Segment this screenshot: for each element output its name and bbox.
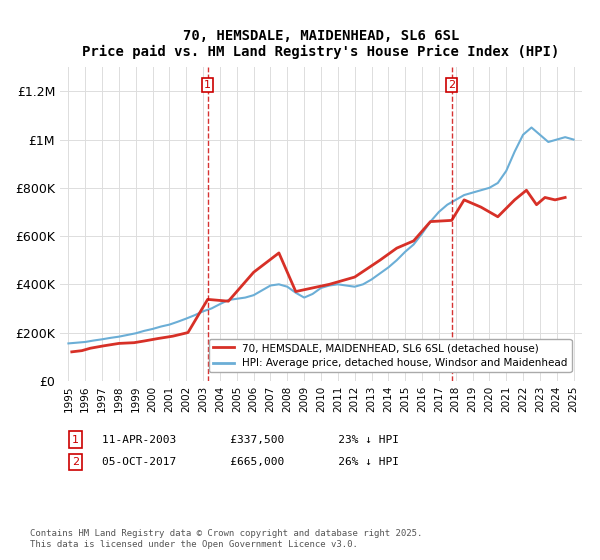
Title: 70, HEMSDALE, MAIDENHEAD, SL6 6SL
Price paid vs. HM Land Registry's House Price : 70, HEMSDALE, MAIDENHEAD, SL6 6SL Price …	[82, 29, 560, 59]
Text: 1: 1	[204, 80, 211, 90]
Text: 1: 1	[72, 435, 79, 445]
Text: 05-OCT-2017        £665,000        26% ↓ HPI: 05-OCT-2017 £665,000 26% ↓ HPI	[102, 457, 399, 467]
Text: 2: 2	[448, 80, 455, 90]
Text: 2: 2	[72, 457, 79, 467]
Legend: 70, HEMSDALE, MAIDENHEAD, SL6 6SL (detached house), HPI: Average price, detached: 70, HEMSDALE, MAIDENHEAD, SL6 6SL (detac…	[209, 339, 572, 372]
Text: Contains HM Land Registry data © Crown copyright and database right 2025.
This d: Contains HM Land Registry data © Crown c…	[30, 529, 422, 549]
Text: 11-APR-2003        £337,500        23% ↓ HPI: 11-APR-2003 £337,500 23% ↓ HPI	[102, 435, 399, 445]
